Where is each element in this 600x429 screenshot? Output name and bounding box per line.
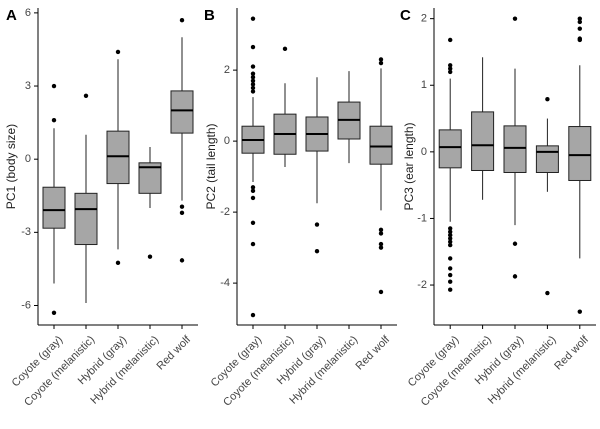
outlier	[577, 37, 582, 43]
outlier	[250, 85, 256, 91]
outlier	[147, 254, 153, 259]
panel-label: A	[6, 7, 17, 24]
outlier	[179, 204, 185, 209]
outlier	[378, 227, 384, 233]
y-axis-title: PC3 (ear length)	[402, 122, 416, 210]
box	[369, 125, 393, 165]
outlier	[545, 97, 550, 102]
y-tick-label: 0	[421, 146, 427, 158]
y-tick-label: 3	[25, 80, 31, 92]
box	[138, 162, 162, 194]
y-tick-label: -2	[417, 279, 427, 291]
x-tick-label: Red wolf	[552, 333, 591, 372]
outlier	[250, 241, 256, 247]
outlier	[250, 64, 256, 69]
outlier	[115, 260, 121, 266]
outlier	[250, 16, 256, 21]
box	[535, 145, 559, 173]
outlier	[577, 16, 582, 21]
outlier	[448, 63, 453, 68]
outlier	[51, 310, 57, 316]
box	[471, 111, 495, 171]
outlier	[448, 69, 453, 75]
y-tick-label: -6	[21, 299, 31, 311]
outlier	[250, 220, 256, 225]
outlier	[282, 46, 288, 52]
y-tick-label: 1	[421, 79, 427, 91]
box	[106, 130, 130, 185]
panel-label: C	[400, 7, 411, 24]
outlier	[378, 57, 384, 62]
outlier	[250, 195, 256, 201]
outlier	[83, 93, 89, 98]
box	[74, 192, 98, 246]
y-axis-title: PC1 (body size)	[4, 124, 18, 209]
y-tick-label: 2	[421, 13, 427, 25]
outlier	[448, 232, 453, 238]
box	[42, 186, 66, 229]
y-tick-label: 2	[224, 64, 230, 76]
outlier	[448, 37, 453, 43]
outlier	[378, 245, 384, 250]
outlier	[512, 274, 518, 279]
box	[503, 125, 527, 173]
outlier	[512, 16, 518, 21]
outlier	[448, 229, 453, 234]
y-tick-label: -3	[21, 226, 31, 238]
outlier	[314, 248, 320, 254]
panel-label: B	[204, 7, 215, 24]
outlier	[179, 210, 185, 216]
outlier	[577, 309, 582, 314]
outlier	[512, 241, 518, 246]
outlier	[51, 83, 57, 89]
y-axis-title: PC2 (tail length)	[204, 123, 218, 209]
y-tick-label: -1	[417, 212, 427, 224]
outlier	[545, 290, 550, 296]
outlier	[448, 66, 453, 71]
x-tick-label: Red wolf	[154, 333, 193, 372]
y-tick-label: 0	[224, 135, 230, 147]
box	[170, 90, 194, 134]
outlier	[250, 89, 256, 94]
box	[568, 126, 592, 181]
outlier	[448, 266, 453, 271]
outlier	[577, 26, 582, 31]
y-tick-label: 0	[25, 153, 31, 165]
outlier	[448, 272, 453, 278]
outlier	[378, 231, 384, 236]
outlier	[250, 78, 256, 83]
outlier	[51, 117, 57, 123]
outlier	[448, 239, 453, 244]
outlier	[448, 236, 453, 241]
outlier	[250, 82, 256, 87]
outlier	[115, 49, 121, 55]
outlier	[448, 226, 453, 231]
outlier	[448, 256, 453, 261]
outlier	[378, 60, 384, 66]
outlier	[250, 312, 256, 318]
outlier	[378, 289, 384, 295]
y-tick-label: 6	[25, 7, 31, 19]
outlier	[250, 75, 256, 80]
outlier	[250, 188, 256, 194]
outlier	[250, 71, 256, 76]
outlier	[250, 44, 256, 50]
outlier	[314, 222, 320, 227]
outlier	[250, 185, 256, 190]
y-tick-label: -2	[220, 206, 230, 218]
outlier	[179, 258, 185, 263]
outlier	[378, 241, 384, 247]
x-tick-label: Red wolf	[353, 333, 392, 372]
outlier	[448, 279, 453, 284]
y-tick-label: -4	[220, 277, 230, 289]
outlier	[577, 19, 582, 25]
outlier	[448, 242, 453, 248]
box	[438, 129, 462, 169]
outlier	[179, 17, 185, 23]
outlier	[448, 287, 453, 292]
